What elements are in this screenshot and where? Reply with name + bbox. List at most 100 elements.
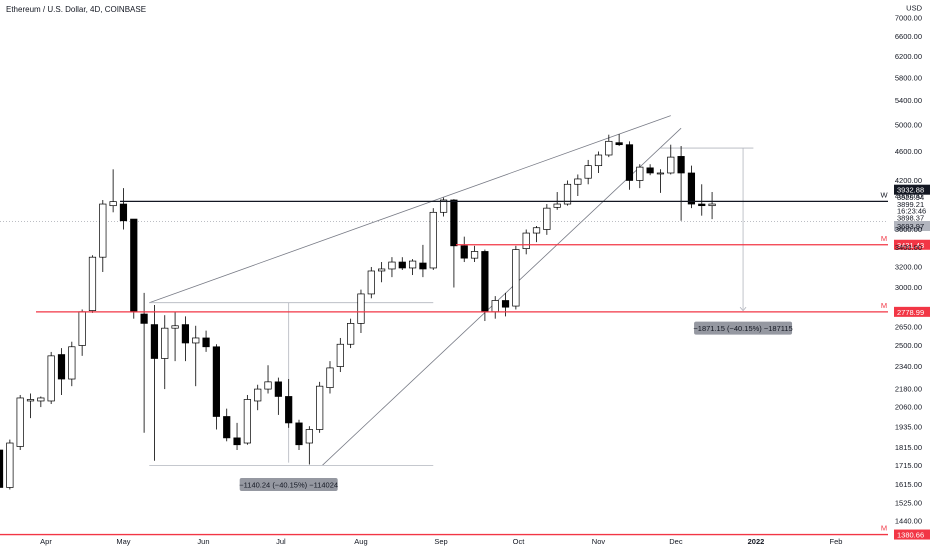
x-tick-label: Nov xyxy=(592,537,606,546)
candle-body xyxy=(491,300,499,313)
price-label: 3899.21 xyxy=(897,200,924,209)
candle-body xyxy=(357,293,365,324)
trendline-lower xyxy=(321,127,682,466)
candle-body xyxy=(594,154,603,167)
candle-body xyxy=(625,144,634,181)
candle-body xyxy=(274,381,282,397)
x-tick-label: May xyxy=(116,537,130,546)
y-tick-label: 1935.00 xyxy=(895,423,922,432)
candle-body xyxy=(295,422,303,446)
candle-body xyxy=(398,261,406,269)
x-tick-label: 2022 xyxy=(748,537,765,546)
candle-body xyxy=(233,437,241,446)
x-tick-label: Oct xyxy=(513,537,526,546)
candle-body xyxy=(254,388,262,402)
y-tick-label: 5800.00 xyxy=(895,73,922,82)
trendline-upper xyxy=(149,115,671,304)
candle-body xyxy=(378,268,386,272)
candle-body xyxy=(109,201,117,207)
level-tag: M xyxy=(881,524,887,533)
candle-body xyxy=(99,203,107,258)
y-tick-label: 7000.00 xyxy=(895,13,922,22)
price-label-box xyxy=(894,306,930,317)
candles-layer xyxy=(0,134,716,490)
x-tick-label: Aug xyxy=(354,537,367,546)
candle-body xyxy=(47,355,55,402)
y-tick-label: 2500.00 xyxy=(895,341,922,350)
price-label-box xyxy=(894,239,930,250)
price-label-box xyxy=(894,529,930,540)
candle-body xyxy=(6,442,14,488)
y-tick-label: 1715.00 xyxy=(895,461,922,470)
candle-body xyxy=(429,211,437,269)
price-label: 3693.97 xyxy=(897,222,924,231)
y-tick-label: 2180.00 xyxy=(895,385,922,394)
y-tick-label: 4000.00 xyxy=(895,191,922,200)
candle-body xyxy=(470,251,479,259)
y-tick-label: 3400.00 xyxy=(895,243,922,252)
candle-body xyxy=(181,324,190,344)
overlay-layer xyxy=(0,115,888,466)
candle-body xyxy=(243,399,251,444)
measure-label-box xyxy=(694,321,793,335)
y-tick-label: 2340.00 xyxy=(895,362,922,371)
candle-body xyxy=(119,203,128,222)
candle-body xyxy=(223,416,231,439)
candle-body xyxy=(264,381,272,390)
candle-body xyxy=(26,399,35,402)
candle-body xyxy=(202,337,210,348)
candle-body xyxy=(687,172,696,205)
level-tag: W xyxy=(880,190,888,199)
candle-body xyxy=(388,261,396,270)
level-tag: M xyxy=(881,301,887,310)
candle-body xyxy=(532,227,541,234)
candle-body xyxy=(192,337,200,344)
chart-title: Ethereum / U.S. Dollar, 4D, COINBASE xyxy=(6,5,147,14)
candle-body xyxy=(78,311,86,346)
candle-body xyxy=(677,156,685,174)
candle-body xyxy=(409,260,417,269)
y-tick-label: 4200.00 xyxy=(895,176,922,185)
candle-body xyxy=(522,232,530,249)
candle-body xyxy=(285,396,293,424)
price-label: 2778.99 xyxy=(897,308,924,317)
measure-label-box xyxy=(239,478,338,492)
price-labels-layer: 3932.883929.943899.2116:23:463898.373693… xyxy=(894,184,930,540)
x-tick-label: Dec xyxy=(669,537,683,546)
candle-body xyxy=(305,429,313,444)
candle-body xyxy=(584,165,592,179)
x-axis: Apr May Jun Jul Aug Sep Oct Nov Dec 2022 Feb xyxy=(40,537,842,546)
candle-body xyxy=(574,178,582,185)
candle-body xyxy=(708,203,716,207)
y-tick-label: 3600.00 xyxy=(895,225,922,234)
price-label: 16:23:46 xyxy=(897,207,926,216)
candle-body xyxy=(419,262,427,270)
y-tick-label: 5000.00 xyxy=(895,121,922,130)
candle-body xyxy=(37,397,45,402)
candle-body xyxy=(316,385,324,430)
x-tick-label: Apr xyxy=(40,537,52,546)
candle-body xyxy=(553,203,561,208)
y-tick-label: 4600.00 xyxy=(895,147,922,156)
candle-body xyxy=(439,199,448,213)
x-tick-label: Jul xyxy=(276,537,286,546)
y-tick-label: 1615.00 xyxy=(895,480,922,489)
candle-body xyxy=(161,327,169,359)
measure-labels-layer: −1140.24 (−40.15%) −114024 −1871.15 (−40.… xyxy=(239,321,793,492)
price-label: 3929.94 xyxy=(897,193,924,202)
candle-body xyxy=(615,142,623,146)
candle-body xyxy=(450,199,458,247)
candle-body xyxy=(0,449,4,488)
y-tick-label: 5400.00 xyxy=(895,96,922,105)
measure-arrow xyxy=(739,306,747,312)
candle-body xyxy=(88,256,97,311)
price-label: 1380.66 xyxy=(897,531,924,540)
candle-body xyxy=(543,207,551,230)
candle-body xyxy=(57,354,66,380)
candle-body xyxy=(68,346,76,380)
candle-body xyxy=(130,218,138,313)
y-tick-label: 6200.00 xyxy=(895,52,922,61)
y-tick-label: 3000.00 xyxy=(895,283,922,292)
candle-body xyxy=(605,140,613,156)
